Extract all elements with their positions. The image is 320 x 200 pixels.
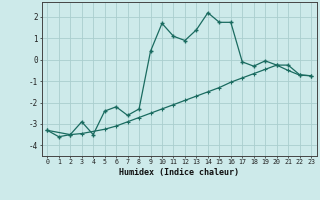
X-axis label: Humidex (Indice chaleur): Humidex (Indice chaleur): [119, 168, 239, 177]
